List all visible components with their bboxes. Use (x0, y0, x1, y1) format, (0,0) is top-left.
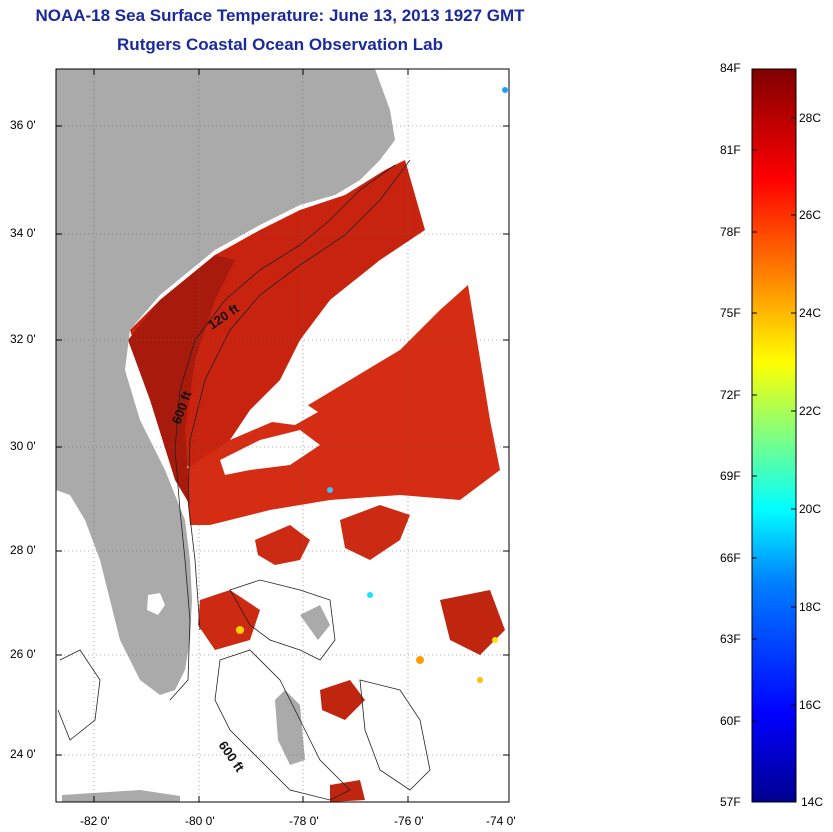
colorbar-f-label: 69F (720, 469, 741, 483)
contour-bahamas-south (214, 649, 351, 801)
colorbar-c-label: 22C (799, 404, 822, 418)
colorbar-c-label: 16C (799, 698, 822, 712)
sst-speck (502, 87, 508, 93)
colorbar-c-label: 24C (799, 306, 822, 320)
colorbar-f-label: 66F (720, 551, 741, 565)
map-frame (55, 68, 510, 803)
contour-bahamas (229, 579, 336, 661)
lat-label: 32 0' (10, 332, 36, 346)
lat-label: 36 0' (10, 118, 36, 132)
sst-speck (236, 626, 244, 634)
sst-patch-south-3 (198, 590, 260, 650)
lon-label: -80 0' (185, 814, 215, 828)
colorbar-f-label: 72F (720, 388, 741, 402)
axis-ticks (56, 69, 509, 802)
lat-label: 24 0' (10, 747, 36, 761)
sst-patch-south-4 (440, 590, 505, 655)
sst-speck (492, 637, 498, 643)
lake-okeechobee (147, 593, 165, 615)
contour-600ft (187, 159, 411, 631)
cloud-patch-1 (330, 272, 395, 322)
map-title: NOAA-18 Sea Surface Temperature: June 13… (35, 6, 525, 25)
sst-speck (416, 656, 424, 664)
colorbar-f-label: 63F (720, 632, 741, 646)
land-bahamas-1 (275, 690, 305, 765)
sst-speck (367, 592, 373, 598)
lon-label: -74 0' (486, 814, 516, 828)
colorbar-f-label: 81F (720, 143, 741, 157)
lat-label: 26 0' (10, 647, 36, 661)
map-subtitle: Rutgers Coastal Ocean Observation Lab (117, 35, 443, 54)
cloud-patch-3 (270, 400, 318, 425)
contour-east-bahamas (359, 679, 431, 791)
colorbar-c-label: 28C (799, 111, 822, 125)
lon-label: -76 0' (394, 814, 424, 828)
land-southeast-us (56, 69, 395, 695)
sst-speck (327, 487, 333, 493)
contour-120ft (169, 164, 396, 701)
lon-label: -78 0' (289, 814, 319, 828)
sst-patch-south-5 (320, 680, 365, 720)
sst-patch-south-2 (340, 505, 410, 560)
lat-label: 34 0' (10, 226, 36, 240)
sst-swath-north (130, 160, 425, 520)
colorbar-c-label: 20C (799, 502, 822, 516)
cloud-patch-2 (220, 430, 320, 475)
sst-nearshore-dark (128, 255, 235, 505)
sst-speck (477, 677, 483, 683)
land-bahamas-3 (62, 790, 180, 802)
colorbar-c-label: 26C (799, 208, 822, 222)
colorbar (751, 68, 797, 803)
sst-patch-south-1 (255, 525, 310, 565)
colorbar-f-label: 60F (720, 714, 741, 728)
lat-label: 28 0' (10, 543, 36, 557)
land-bahamas-2 (300, 605, 330, 640)
colorbar-f-label: 84F (720, 61, 741, 75)
lon-label: -82 0' (80, 814, 110, 828)
contour-cuba-shelf (57, 649, 101, 741)
lat-label: 30 0' (10, 439, 36, 453)
colorbar-c-label: 14C (801, 795, 824, 809)
colorbar-f-label: 75F (720, 306, 741, 320)
colorbar-ticks (752, 117, 796, 722)
colorbar-f-label: 57F (720, 795, 741, 809)
colorbar-f-label: 78F (720, 225, 741, 239)
colorbar-c-label: 18C (799, 600, 822, 614)
